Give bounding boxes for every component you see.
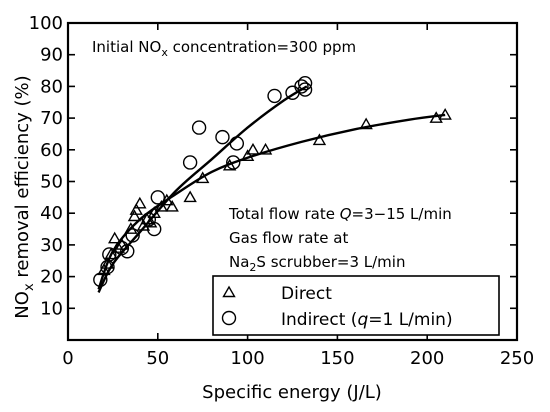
legend-label-indirect: Indirect (q=1 L/min): [281, 310, 453, 330]
annotation-scrubber-subscript: 2: [249, 261, 256, 274]
y-tick-label: 80: [40, 76, 63, 97]
data-point-direct: [154, 199, 169, 212]
x-tick-label: 150: [320, 348, 354, 369]
y-tick-label: 90: [40, 45, 63, 66]
data-point-indirect: [215, 129, 230, 145]
direct-series: [97, 108, 452, 276]
legend-indirect-prefix: Indirect (: [281, 310, 357, 330]
y-axis-title-prefix: NO: [12, 291, 33, 319]
data-point-indirect: [191, 120, 207, 135]
data-point-direct: [127, 209, 142, 222]
y-tick-label: 30: [40, 235, 63, 256]
annotation-total-flow: Total flow rate Q=3−15 L/min: [228, 205, 452, 223]
y-axis-title: NOx removal efficiency (%): [12, 75, 37, 318]
data-point-direct: [429, 111, 443, 123]
data-point-direct: [133, 196, 147, 209]
axis-tick-labels: 0 50 100 150 200 250 10 20 30 40 50 60 70 80 90 100: [29, 13, 535, 369]
annotation-initial-concentration: Initial NOx concentration=300 ppm: [92, 38, 356, 59]
annotation-scrubber: Na2S scrubber=3 L/min: [229, 253, 405, 274]
legend: Direct Indirect (q=1 L/min): [212, 275, 500, 336]
data-point-direct: [438, 108, 452, 120]
y-tick-label: 50: [40, 172, 63, 193]
x-tick-label: 50: [146, 348, 169, 369]
fit-curve-indirect: [97, 85, 308, 293]
data-point-direct: [100, 257, 115, 269]
legend-circle-marker: [221, 310, 237, 326]
data-point-direct: [129, 203, 143, 215]
data-point-indirect: [93, 272, 108, 287]
data-point-indirect: [125, 228, 140, 243]
y-tick-label: 20: [40, 267, 63, 288]
data-point-indirect: [267, 88, 282, 104]
y-axis-title-subscript: x: [22, 283, 37, 291]
data-point-indirect: [182, 155, 198, 170]
legend-triangle-marker: [222, 285, 236, 298]
annotation-scrubber-prefix: Na: [229, 253, 249, 271]
data-point-direct: [240, 149, 255, 161]
data-point-direct: [107, 231, 122, 244]
y-tick-label: 40: [40, 203, 63, 224]
annotation-initial-subscript: x: [161, 46, 168, 59]
data-point-indirect: [120, 244, 135, 259]
y-axis-title-suffix: removal efficiency (%): [12, 75, 33, 283]
data-point-direct: [165, 199, 179, 212]
data-point-indirect: [102, 247, 117, 262]
x-tick-label: 100: [230, 348, 264, 369]
svg-text:NOx removal efficiency (%): NOx removal efficiency (%): [12, 75, 37, 318]
data-point-direct: [359, 117, 373, 130]
annotation-initial-suffix: concentration=300 ppm: [168, 38, 356, 56]
legend-label-direct: Direct: [281, 284, 332, 304]
x-tick-label: 200: [410, 348, 444, 369]
fit-curve-direct: [97, 113, 446, 290]
legend-box: [212, 275, 500, 336]
annotation-initial-prefix: Initial NO: [92, 38, 161, 56]
data-point-direct: [312, 133, 327, 146]
data-point-direct: [183, 190, 197, 203]
x-tick-label: 250: [500, 348, 534, 369]
data-point-indirect: [229, 136, 245, 151]
indirect-series: [93, 76, 313, 287]
data-point-indirect: [147, 221, 162, 237]
annotation-total-flow-symbol: Q: [340, 205, 352, 223]
x-tick-label: 0: [62, 348, 73, 369]
y-tick-label: 10: [40, 298, 63, 319]
legend-indirect-suffix: =1 L/min): [368, 310, 452, 330]
data-point-indirect: [294, 79, 309, 94]
data-point-direct: [195, 171, 210, 184]
annotation-total-flow-prefix: Total flow rate: [228, 205, 340, 223]
x-axis-title: Specific energy (J/L): [202, 382, 382, 403]
data-point-direct: [258, 142, 273, 155]
data-point-direct: [104, 247, 118, 260]
y-tick-label: 60: [40, 140, 63, 161]
y-tick-label: 70: [40, 108, 63, 129]
annotation-gas-flow: Gas flow rate at: [229, 229, 348, 247]
data-point-indirect: [150, 190, 166, 205]
plot-frame: [66, 21, 519, 342]
data-point-indirect: [297, 82, 313, 97]
data-point-indirect: [226, 155, 241, 170]
data-point-direct: [246, 142, 260, 155]
y-tick-label: 100: [29, 13, 63, 34]
legend-indirect-symbol: q: [357, 310, 368, 330]
annotation-scrubber-suffix: S scrubber=3 L/min: [256, 253, 405, 271]
annotation-total-flow-suffix: =3−15 L/min: [352, 205, 452, 223]
data-point-indirect: [297, 76, 313, 91]
